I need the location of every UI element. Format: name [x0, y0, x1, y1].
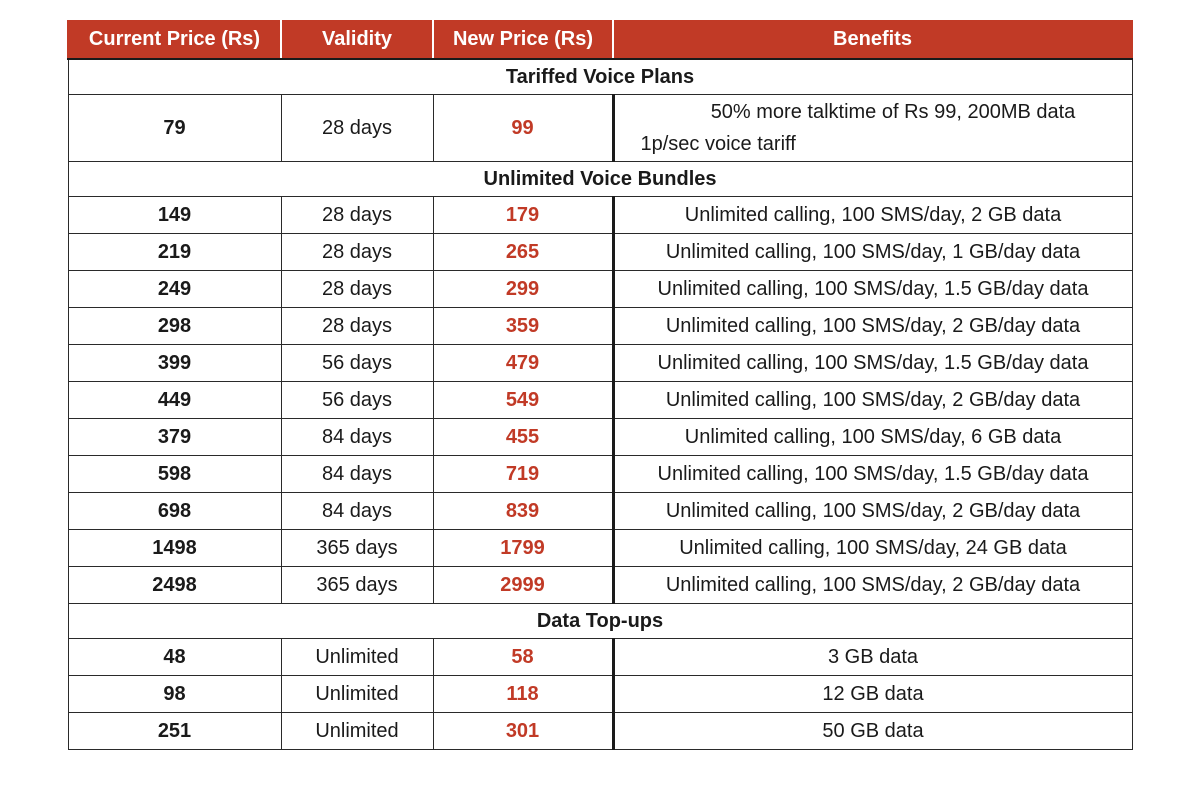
benefits-cell: Unlimited calling, 100 SMS/day, 2 GB/day…: [611, 381, 1133, 419]
table-row: 149 28 days 179 Unlimited calling, 100 SMS/…: [67, 196, 1133, 234]
validity-cell: 28 days: [280, 233, 434, 271]
new-price-cell: 179: [432, 196, 614, 234]
benefits-cell: Unlimited calling, 100 SMS/day, 1 GB/day…: [611, 233, 1133, 271]
new-price-cell: 359: [432, 307, 614, 345]
benefits-cell: Unlimited calling, 100 SMS/day, 24 GB da…: [611, 529, 1133, 567]
benefits-cell: Unlimited calling, 100 SMS/day, 2 GB/day…: [611, 307, 1133, 345]
current-price-cell: 149: [67, 196, 282, 234]
validity-cell: 56 days: [280, 344, 434, 382]
validity-cell: Unlimited: [280, 712, 434, 750]
current-price-cell: 298: [67, 307, 282, 345]
table-row: 219 28 days 265 Unlimited calling, 100 SMS/…: [67, 233, 1133, 271]
new-price-cell: 265: [432, 233, 614, 271]
new-price-cell: 58: [432, 638, 614, 676]
current-price-cell: 219: [67, 233, 282, 271]
validity-cell: 28 days: [280, 307, 434, 345]
validity-cell: Unlimited: [280, 675, 434, 713]
table-row: 598 84 days 719 Unlimited calling, 100 SMS/…: [67, 455, 1133, 493]
section-title: Tariffed Voice Plans: [67, 58, 1133, 95]
benefits-cell: 50% more talktime of Rs 99, 200MB data 1p…: [611, 94, 1133, 162]
validity-cell: 84 days: [280, 418, 434, 456]
table-row: 249 28 days 299 Unlimited calling, 100 SMS/…: [67, 270, 1133, 308]
table-body: Tariffed Voice Plans 79 28 days 99 50% more …: [67, 58, 1133, 750]
validity-cell: 28 days: [280, 270, 434, 308]
benefits-cell: 3 GB data: [611, 638, 1133, 676]
new-price-cell: 2999: [432, 566, 614, 604]
validity-cell: 28 days: [280, 196, 434, 234]
benefits-cell: Unlimited calling, 100 SMS/day, 2 GB/day…: [611, 492, 1133, 530]
new-price-cell: 549: [432, 381, 614, 419]
header-validity: Validity: [280, 20, 434, 60]
new-price-cell: 99: [432, 94, 614, 162]
current-price-cell: 2498: [67, 566, 282, 604]
header-row: Current Price (Rs) Validity New Price (R…: [67, 20, 1133, 60]
section-row: Unlimited Voice Bundles: [67, 161, 1133, 197]
table-row: 251 Unlimited 301 50 GB data: [67, 712, 1133, 750]
table-row: 298 28 days 359 Unlimited calling, 100 SMS/…: [67, 307, 1133, 345]
current-price-cell: 698: [67, 492, 282, 530]
current-price-cell: 249: [67, 270, 282, 308]
table-row: 399 56 days 479 Unlimited calling, 100 SMS/…: [67, 344, 1133, 382]
table-row: 98 Unlimited 118 12 GB data: [67, 675, 1133, 713]
benefits-cell: Unlimited calling, 100 SMS/day, 2 GB dat…: [611, 196, 1133, 234]
benefits-cell: Unlimited calling, 100 SMS/day, 6 GB dat…: [611, 418, 1133, 456]
tariff-table: Current Price (Rs) Validity New Price (R…: [67, 20, 1133, 750]
benefits-cell: Unlimited calling, 100 SMS/day, 1.5 GB/d…: [611, 455, 1133, 493]
current-price-cell: 251: [67, 712, 282, 750]
current-price-cell: 449: [67, 381, 282, 419]
validity-cell: Unlimited: [280, 638, 434, 676]
new-price-cell: 299: [432, 270, 614, 308]
benefits-cell: Unlimited calling, 100 SMS/day, 1.5 GB/d…: [611, 270, 1133, 308]
table-row: 449 56 days 549 Unlimited calling, 100 SMS/…: [67, 381, 1133, 419]
new-price-cell: 455: [432, 418, 614, 456]
table-row: 698 84 days 839 Unlimited calling, 100 SMS/…: [67, 492, 1133, 530]
table-row: 79 28 days 99 50% more talktime of Rs 99, 2…: [67, 94, 1133, 162]
section-title: Unlimited Voice Bundles: [67, 161, 1133, 197]
new-price-cell: 118: [432, 675, 614, 713]
validity-cell: 365 days: [280, 529, 434, 567]
current-price-cell: 399: [67, 344, 282, 382]
header-new-price: New Price (Rs): [432, 20, 614, 60]
current-price-cell: 48: [67, 638, 282, 676]
section-title: Data Top-ups: [67, 603, 1133, 639]
validity-cell: 56 days: [280, 381, 434, 419]
section-row: Data Top-ups: [67, 603, 1133, 639]
benefits-cell: 50 GB data: [611, 712, 1133, 750]
new-price-cell: 719: [432, 455, 614, 493]
current-price-cell: 79: [67, 94, 282, 162]
validity-cell: 365 days: [280, 566, 434, 604]
current-price-cell: 598: [67, 455, 282, 493]
benefit-line: 50% more talktime of Rs 99, 200MB data: [710, 101, 1076, 123]
table-header: Current Price (Rs) Validity New Price (R…: [67, 20, 1133, 60]
current-price-cell: 1498: [67, 529, 282, 567]
benefits-cell: Unlimited calling, 100 SMS/day, 2 GB/day…: [611, 566, 1133, 604]
current-price-cell: 98: [67, 675, 282, 713]
header-benefits: Benefits: [612, 20, 1133, 60]
section-row: Tariffed Voice Plans: [67, 58, 1133, 95]
validity-cell: 28 days: [280, 94, 434, 162]
table-row: 48 Unlimited 58 3 GB data: [67, 638, 1133, 676]
benefits-cell: Unlimited calling, 100 SMS/day, 1.5 GB/d…: [611, 344, 1133, 382]
new-price-cell: 839: [432, 492, 614, 530]
new-price-cell: 301: [432, 712, 614, 750]
table-row: 379 84 days 455 Unlimited calling, 100 SMS/…: [67, 418, 1133, 456]
table-row: 1498 365 days 1799 Unlimited calling, 100 S…: [67, 529, 1133, 567]
new-price-cell: 1799: [432, 529, 614, 567]
table-row: 2498 365 days 2999 Unlimited calling, 100 S…: [67, 566, 1133, 604]
benefits-cell: 12 GB data: [611, 675, 1133, 713]
new-price-cell: 479: [432, 344, 614, 382]
current-price-cell: 379: [67, 418, 282, 456]
validity-cell: 84 days: [280, 455, 434, 493]
header-current-price: Current Price (Rs): [67, 20, 282, 60]
validity-cell: 84 days: [280, 492, 434, 530]
benefit-line: 1p/sec voice tariff: [640, 133, 796, 155]
